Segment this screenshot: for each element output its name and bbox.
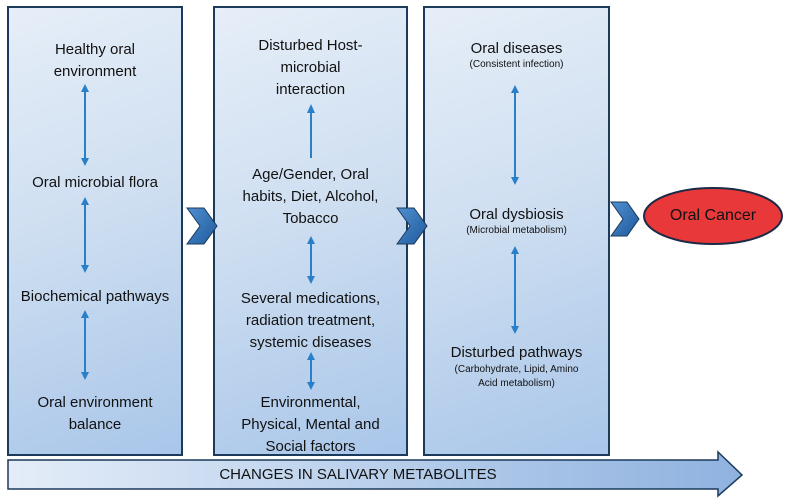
oral-cancer-oval <box>643 187 783 245</box>
node-oral-environment-balance: Oral environment balance <box>37 394 153 433</box>
panel-disease: Oral diseases (Consistent infection) Ora… <box>423 6 610 456</box>
double-arrow-2 <box>81 197 89 273</box>
banner-label: CHANGES IN SALIVARY METABOLITES <box>219 466 497 483</box>
node-biochemical-pathways: Biochemical pathways <box>20 288 170 305</box>
chevron-3 <box>610 201 640 237</box>
panel-healthy: Healthy oral environment Oral microbial … <box>7 6 183 456</box>
node-disturbed-host-microbial: Disturbed Host-microbial interaction <box>258 37 363 98</box>
node-disturbed-pathways: Disturbed pathways <box>450 344 583 361</box>
double-arrow-3 <box>81 310 89 380</box>
chevron-2 <box>396 207 428 245</box>
node-risk-factors: Age/Gender, Oral habits, Diet, Alcohol, … <box>242 166 379 227</box>
node-medications: Several medications, radiation treatment… <box>240 290 381 351</box>
node-oral-diseases-note: (Consistent infection) <box>469 59 564 70</box>
node-oral-dysbiosis: Oral dysbiosis <box>469 206 564 223</box>
node-oral-microbial-flora: Oral microbial flora <box>32 174 158 191</box>
node-oral-diseases: Oral diseases <box>470 40 563 57</box>
double-arrow-1 <box>81 84 89 166</box>
node-oral-dysbiosis-note: (Microbial metabolism) <box>466 225 567 236</box>
node-environmental-factors: Environmental, Physical, Mental and Soci… <box>241 394 380 455</box>
up-arrow-1 <box>307 104 315 158</box>
double-arrow-4 <box>307 236 315 284</box>
double-arrow-7 <box>511 246 519 334</box>
chevron-1 <box>186 207 218 245</box>
banner-arrow <box>7 450 744 498</box>
double-arrow-6 <box>511 85 519 185</box>
node-healthy-oral-environment: Healthy oral environment <box>53 41 137 80</box>
node-disturbed-pathways-note: (Carbohydrate, Lipid, Amino Acid metabol… <box>454 364 579 389</box>
double-arrow-5 <box>307 352 315 390</box>
oral-cancer-label: Oral Cancer <box>669 207 757 224</box>
